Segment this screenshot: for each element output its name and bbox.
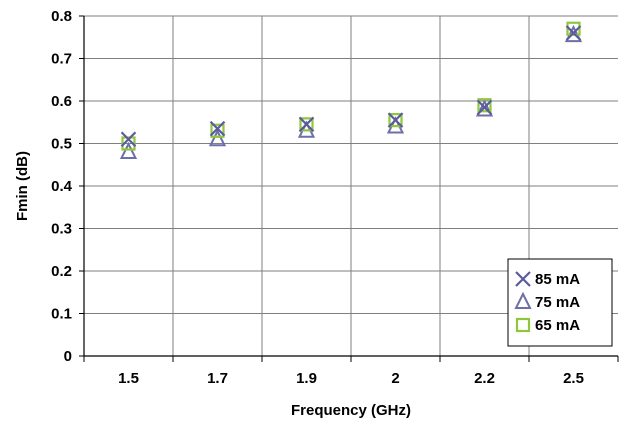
legend-marker — [515, 317, 531, 333]
x-stroke — [476, 99, 493, 116]
x-stroke — [565, 25, 582, 41]
axes — [79, 15, 619, 362]
x-tick-label: 1.7 — [207, 370, 228, 387]
data-point — [388, 113, 403, 128]
y-tick-label: 0 — [64, 348, 72, 365]
gridlines — [84, 15, 618, 356]
data-point — [475, 99, 494, 117]
data-point — [121, 136, 136, 151]
data-points — [119, 21, 583, 159]
x-tick-label: 1.5 — [118, 370, 139, 387]
x-tick-labels: 1.5 1.7 1.9 2 2.2 2.5 — [118, 370, 584, 387]
data-point — [299, 117, 314, 132]
y-tick-label: 0.4 — [51, 178, 73, 195]
data-point — [387, 112, 404, 128]
x-stroke — [120, 131, 137, 148]
legend: 85 mA 75 mA 65 mA — [507, 258, 613, 347]
y-tick-label: 0.8 — [51, 8, 72, 25]
y-axis-title: Fmin (dB) — [14, 151, 31, 221]
x-tick-label: 1.9 — [296, 370, 317, 387]
y-tick-label: 0.2 — [51, 263, 72, 280]
y-tick-label: 0.6 — [51, 93, 72, 110]
y-tick-label: 0.7 — [51, 51, 72, 68]
legend-marker — [514, 291, 532, 309]
y-tick-label: 0.3 — [51, 221, 72, 238]
x-tick-label: 2 — [391, 370, 399, 387]
x-stroke — [298, 116, 315, 133]
y-tick-label: 0.1 — [51, 306, 72, 323]
data-point — [119, 141, 138, 159]
x-stroke — [515, 271, 531, 287]
legend-label: 75 mA — [535, 294, 580, 311]
legend-label: 85 mA — [535, 271, 580, 288]
x-tick-label: 2.5 — [563, 370, 584, 387]
y-tick-labels: 0 0.1 0.2 0.3 0.4 0.5 0.6 0.7 0.8 — [51, 8, 73, 365]
data-point — [210, 123, 225, 138]
data-point — [209, 120, 226, 137]
y-tick-label: 0.5 — [51, 136, 72, 153]
data-point — [208, 129, 227, 147]
legend-marker — [515, 271, 531, 287]
data-point — [477, 98, 492, 113]
x-tick-label: 2.2 — [474, 370, 495, 387]
data-point — [566, 21, 581, 36]
data-point — [565, 25, 582, 41]
x-axis-title: Frequency (GHz) — [291, 402, 411, 419]
data-point — [298, 116, 315, 133]
legend-label: 65 mA — [535, 317, 580, 334]
data-point — [476, 99, 493, 116]
x-stroke — [387, 112, 404, 128]
data-point — [120, 131, 137, 148]
x-stroke — [209, 120, 226, 137]
